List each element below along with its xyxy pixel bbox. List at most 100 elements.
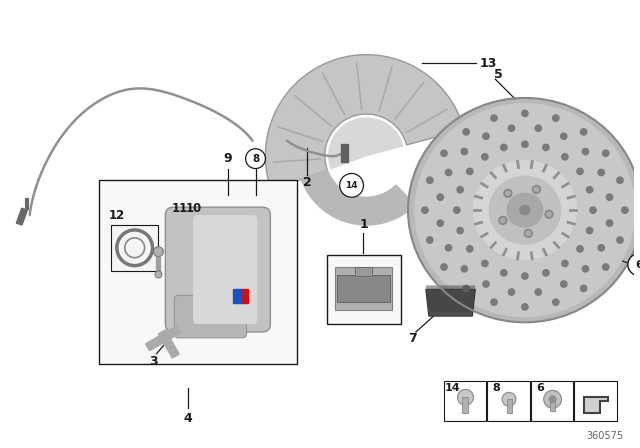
Circle shape: [562, 154, 568, 160]
Circle shape: [598, 169, 604, 176]
Circle shape: [422, 207, 428, 213]
Polygon shape: [426, 289, 476, 316]
Bar: [99, 181, 297, 364]
Text: 9: 9: [223, 152, 232, 165]
Bar: [233, 289, 241, 303]
Circle shape: [445, 169, 452, 176]
Text: 2: 2: [303, 176, 312, 189]
Circle shape: [532, 185, 540, 194]
Circle shape: [482, 260, 488, 267]
Circle shape: [500, 144, 507, 151]
Circle shape: [590, 207, 596, 213]
Circle shape: [586, 187, 593, 193]
Circle shape: [491, 299, 497, 306]
Circle shape: [461, 266, 467, 272]
Circle shape: [582, 148, 589, 155]
Circle shape: [522, 273, 528, 279]
Bar: [145, 326, 180, 351]
Text: 8: 8: [492, 383, 500, 393]
Circle shape: [499, 216, 507, 224]
Circle shape: [483, 281, 489, 287]
Circle shape: [586, 227, 593, 234]
Ellipse shape: [415, 104, 635, 316]
Bar: [550, 399, 555, 411]
Bar: [444, 381, 486, 421]
Circle shape: [508, 289, 515, 295]
Circle shape: [500, 270, 507, 276]
Circle shape: [548, 395, 557, 403]
FancyBboxPatch shape: [174, 295, 246, 338]
Circle shape: [561, 281, 567, 287]
Circle shape: [552, 115, 559, 121]
Circle shape: [534, 187, 538, 192]
Circle shape: [562, 260, 568, 267]
Text: 8: 8: [252, 154, 259, 164]
Text: 6: 6: [635, 259, 640, 270]
Circle shape: [617, 237, 623, 243]
Ellipse shape: [489, 176, 561, 244]
Circle shape: [603, 264, 609, 270]
Text: 360575: 360575: [587, 431, 624, 441]
Text: 6: 6: [536, 383, 543, 393]
Text: 1: 1: [359, 219, 368, 232]
FancyBboxPatch shape: [165, 207, 270, 332]
Bar: [337, 275, 390, 302]
Circle shape: [582, 266, 589, 272]
Circle shape: [246, 149, 266, 168]
Circle shape: [427, 177, 433, 183]
Circle shape: [552, 299, 559, 306]
Circle shape: [445, 245, 452, 251]
Polygon shape: [329, 118, 403, 168]
Circle shape: [580, 285, 587, 292]
Text: 13: 13: [479, 57, 497, 70]
Circle shape: [545, 210, 553, 218]
Ellipse shape: [520, 206, 530, 215]
Circle shape: [500, 218, 505, 223]
Circle shape: [547, 212, 551, 216]
Circle shape: [506, 191, 510, 195]
Circle shape: [467, 246, 473, 252]
Text: 14: 14: [345, 181, 358, 190]
Polygon shape: [266, 55, 464, 190]
Bar: [159, 330, 179, 358]
Circle shape: [483, 133, 489, 139]
Bar: [241, 289, 248, 303]
Circle shape: [155, 271, 162, 278]
Circle shape: [577, 168, 583, 175]
Circle shape: [457, 187, 463, 193]
Circle shape: [467, 168, 473, 175]
Text: 4: 4: [184, 412, 193, 425]
Text: 12: 12: [109, 209, 125, 222]
Bar: [355, 267, 372, 276]
Text: 3: 3: [149, 355, 158, 368]
Bar: [531, 381, 573, 421]
Circle shape: [524, 229, 532, 237]
Circle shape: [504, 190, 512, 197]
Bar: [335, 267, 392, 310]
Circle shape: [427, 237, 433, 243]
Circle shape: [522, 304, 528, 310]
Text: 7: 7: [408, 332, 417, 345]
Circle shape: [535, 125, 541, 131]
Circle shape: [491, 115, 497, 121]
Circle shape: [463, 285, 469, 292]
Circle shape: [463, 129, 469, 135]
Text: 10: 10: [186, 202, 202, 215]
Bar: [506, 399, 511, 413]
Circle shape: [154, 247, 163, 257]
Circle shape: [580, 129, 587, 135]
Circle shape: [621, 207, 628, 213]
Circle shape: [535, 289, 541, 295]
Circle shape: [454, 207, 460, 213]
Bar: [156, 257, 161, 272]
Circle shape: [522, 141, 528, 147]
Bar: [327, 255, 401, 324]
Circle shape: [543, 144, 549, 151]
Circle shape: [543, 270, 549, 276]
Circle shape: [606, 220, 612, 226]
Bar: [487, 381, 530, 421]
Circle shape: [522, 110, 528, 116]
Circle shape: [441, 264, 447, 270]
Circle shape: [603, 150, 609, 156]
Circle shape: [606, 194, 612, 200]
